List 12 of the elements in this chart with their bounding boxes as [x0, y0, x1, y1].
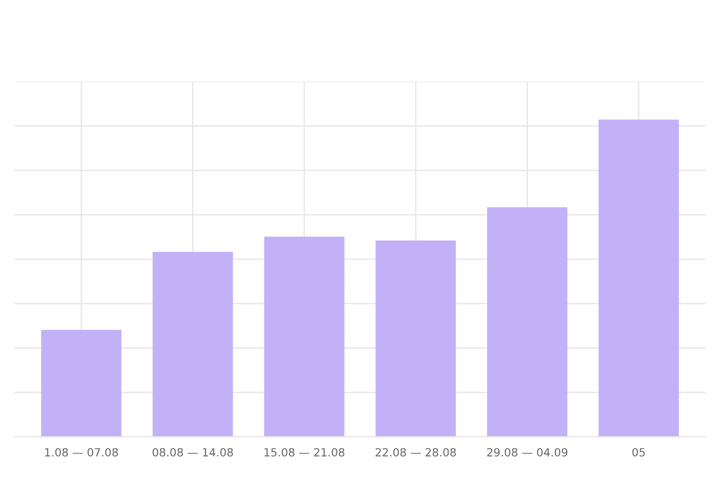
- x-tick-label: 05: [632, 448, 645, 457]
- x-tick-label: 22.08 — 28.08: [376, 448, 456, 457]
- bar: [598, 120, 679, 437]
- bar: [41, 330, 122, 437]
- bar: [264, 236, 344, 437]
- bar: [376, 240, 456, 437]
- x-tick-label: 15.08 — 21.08: [264, 448, 344, 457]
- x-tick-label: 1.08 — 07.08: [45, 448, 118, 457]
- bar: [487, 207, 568, 437]
- bar: [152, 252, 233, 437]
- x-tick-label: 08.08 — 14.08: [152, 448, 233, 457]
- x-tick-label: 29.08 — 04.09: [487, 448, 568, 457]
